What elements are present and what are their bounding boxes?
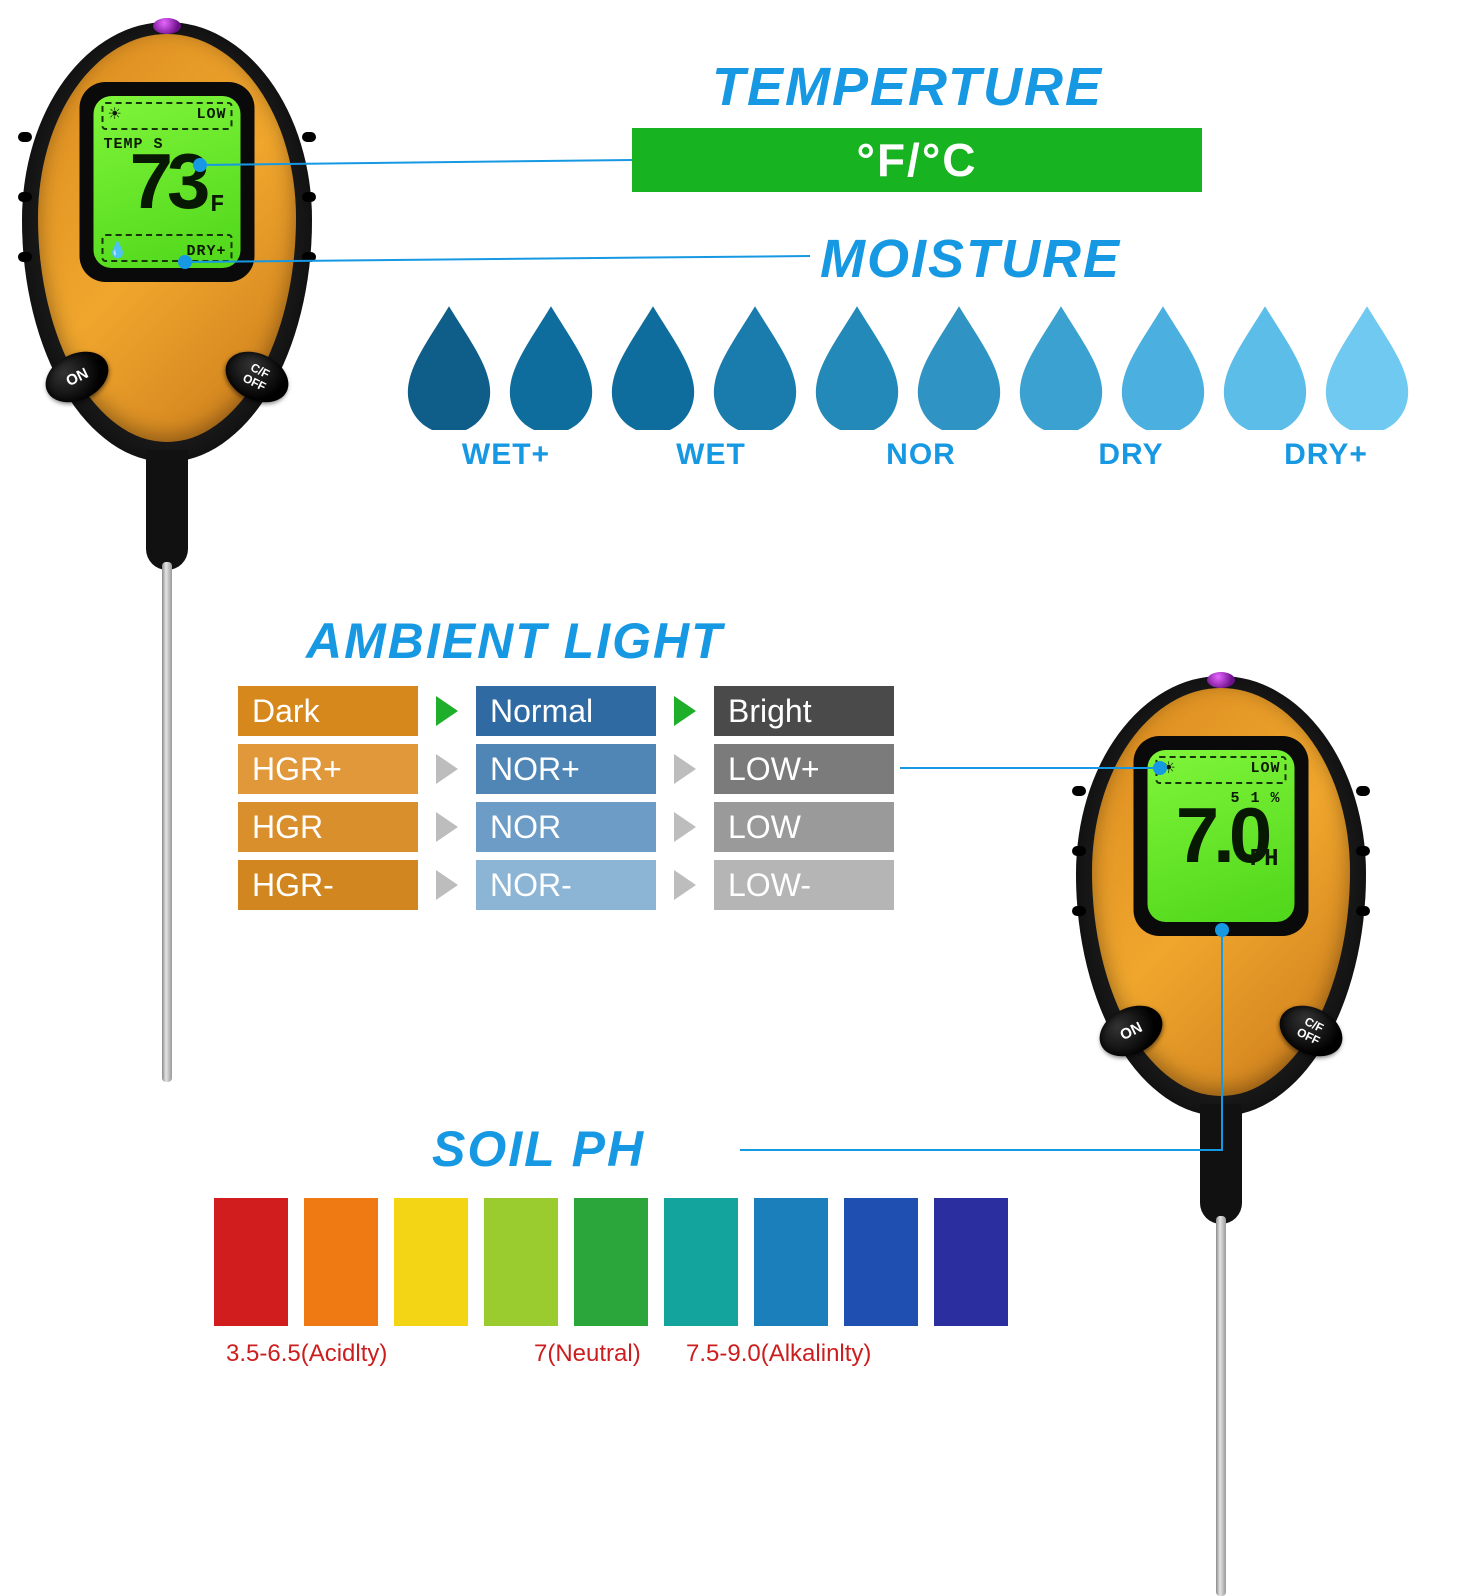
moisture-drop [706,302,804,430]
ambient-light-heading: AMBIENT LIGHT [306,612,724,670]
arrow-right-icon [674,754,696,784]
lcd-light-reading: LOW [196,106,226,123]
moisture-heading: MOISTURE [820,228,1121,290]
moisture-scale [400,302,1416,430]
light-header-cell: Dark [238,686,418,736]
light-level-cell: LOW [714,802,894,852]
soil-ph-scale [214,1198,1008,1326]
arrow-right-icon [436,870,458,900]
light-sensor [153,18,181,34]
moisture-drop [1012,302,1110,430]
arrow-right-icon [436,754,458,784]
ph-swatch [664,1198,738,1326]
moisture-label: NOR [816,438,1026,472]
arrow-right-icon [674,812,696,842]
sun-icon: ☀ [1162,758,1176,778]
ph-swatch [484,1198,558,1326]
lcd-light-reading: LOW [1250,760,1280,777]
moisture-drop [910,302,1008,430]
soil-probe [1216,1216,1226,1596]
light-level-cell: NOR+ [476,744,656,794]
light-level-cell: HGR [238,802,418,852]
lcd-unit: PH [1250,846,1279,873]
soil-meter-device-1: ☀ LOW TEMP S 73 °F 💧 DRY+ ON C/F OFF [22,22,312,462]
moisture-label: DRY [1026,438,1236,472]
device-body: ☀ LOW TEMP S 73 °F 💧 DRY+ ON C/F OFF [22,22,312,462]
moisture-label: WET [606,438,816,472]
arrow-right-icon [674,870,696,900]
ph-swatch [304,1198,378,1326]
light-sensor [1207,672,1235,688]
light-header-cell: Normal [476,686,656,736]
lcd-bezel: ☀ LOW TEMP S 73 °F 💧 DRY+ [80,82,255,282]
ph-neutral-label: 7(Neutral) [534,1340,641,1368]
light-level-cell: HGR+ [238,744,418,794]
device-neck [1200,1104,1242,1224]
lcd-screen: ☀ LOW TEMP S 73 °F 💧 DRY+ [94,96,241,268]
moisture-drop [502,302,600,430]
arrow-right-icon [436,696,458,726]
ph-swatch [754,1198,828,1326]
ph-swatch [574,1198,648,1326]
sun-icon: ☀ [108,104,122,124]
soil-ph-heading: SOIL PH [432,1120,645,1178]
lcd-moisture-reading: DRY+ [186,243,226,260]
moisture-drop [808,302,906,430]
soil-probe [162,562,172,1082]
light-level-cell: NOR [476,802,656,852]
lcd-unit: °F [196,192,225,219]
ph-alkalinity-label: 7.5-9.0(Alkalinlty) [686,1340,871,1368]
temperature-heading: TEMPERTURE [712,56,1103,118]
arrow-right-icon [436,812,458,842]
light-level-cell: HGR- [238,860,418,910]
light-level-cell: LOW- [714,860,894,910]
lcd-screen: ☀ LOW 5 1 % 7.0 PH [1148,750,1295,922]
light-level-cell: LOW+ [714,744,894,794]
ph-acidity-label: 3.5-6.5(Acidlty) [226,1340,387,1368]
ph-swatch [844,1198,918,1326]
device-body: ☀ LOW 5 1 % 7.0 PH ON C/F OFF [1076,676,1366,1116]
moisture-drop [1318,302,1416,430]
arrow-right-icon [674,696,696,726]
ambient-light-table: Dark Normal Bright HGR+ NOR+ LOW+ HGR NOR LOW HGR… [238,686,894,918]
moisture-drop [1216,302,1314,430]
light-header-cell: Bright [714,686,894,736]
moisture-scale-labels: WET+ WET NOR DRY DRY+ [406,438,1416,472]
moisture-label: WET+ [406,438,606,472]
moisture-drop [604,302,702,430]
droplet-icon: 💧 [108,240,128,260]
ph-swatch [934,1198,1008,1326]
device-neck [146,450,188,570]
lcd-bezel: ☀ LOW 5 1 % 7.0 PH [1134,736,1309,936]
ph-swatch [394,1198,468,1326]
light-level-cell: NOR- [476,860,656,910]
ph-swatch [214,1198,288,1326]
moisture-drop [400,302,498,430]
temperature-units-bar: °F/°C [632,128,1202,192]
moisture-drop [1114,302,1212,430]
soil-meter-device-2: ☀ LOW 5 1 % 7.0 PH ON C/F OFF [1076,676,1366,1116]
moisture-label: DRY+ [1236,438,1416,472]
